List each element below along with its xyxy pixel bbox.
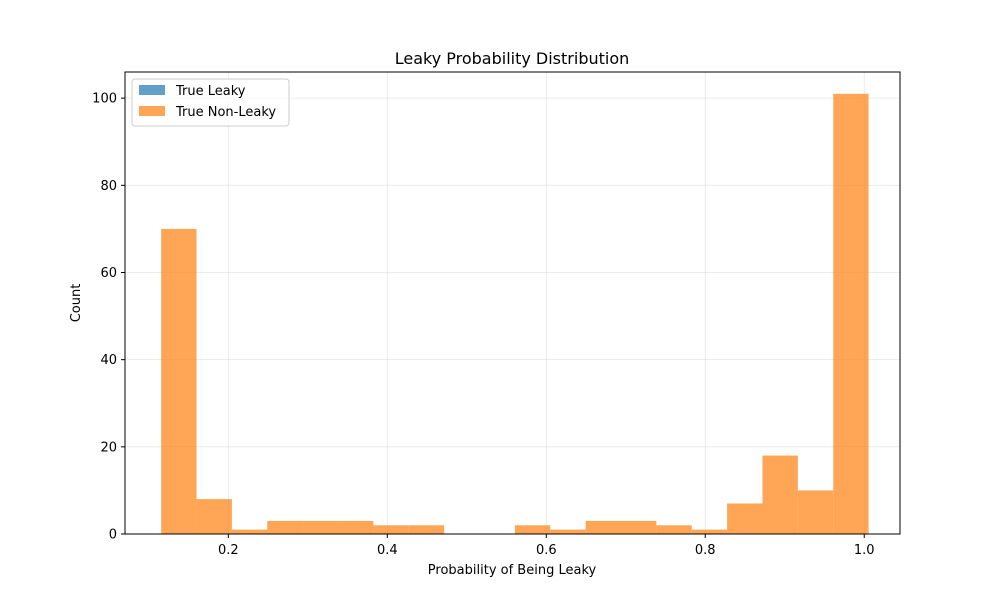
histogram-bar [231,529,268,534]
histogram-bar [691,529,728,534]
y-tick-label: 0 [109,528,117,543]
histogram-bar [727,503,763,534]
legend-box [131,78,290,127]
histogram-bar [196,499,232,534]
grid-lines [125,72,900,535]
y-tick-label: 60 [100,266,117,281]
y-tick-label: 40 [100,353,117,368]
histogram-bar [373,525,409,534]
histogram-bar [267,520,303,534]
legend-swatch-true-non-leaky [139,106,165,116]
plot-frame [124,71,901,535]
x-tick-label: 0.4 [377,543,398,558]
histogram-bar [762,455,798,534]
histogram-bar [621,520,657,534]
chart-title: Leaky Probability Distribution [395,49,630,68]
histogram-bar [550,529,586,534]
x-axis-title: Probability of Being Leaky [428,563,597,578]
histogram-bar [302,520,339,534]
x-tick-label: 0.2 [218,543,239,558]
histogram-bar [797,490,834,534]
y-tick-label: 80 [100,179,117,194]
y-axis-title: Count [69,284,84,323]
histogram-bar [656,525,692,534]
histogram-bars [161,93,869,535]
histogram-bar [585,520,621,534]
legend: True Leaky True Non-Leaky [131,78,290,127]
y-tick-label: 20 [100,440,117,455]
histogram-bar [338,520,374,534]
x-tick-label: 0.6 [536,543,557,558]
y-axis-ticks: 0 20 40 60 80 100 [92,92,125,543]
histogram-bar [833,93,869,534]
legend-label-true-non-leaky: True Non-Leaky [175,105,276,120]
histogram-bar [408,525,445,534]
histogram-bar [514,525,551,534]
legend-label-true-leaky: True Leaky [175,84,246,99]
histogram-bar [161,228,197,535]
x-axis-ticks: 0.2 0.4 0.6 0.8 1.0 [218,534,875,558]
x-tick-label: 1.0 [854,543,875,558]
legend-swatch-true-leaky [139,85,165,95]
y-tick-label: 100 [92,92,117,107]
x-tick-label: 0.8 [695,543,716,558]
